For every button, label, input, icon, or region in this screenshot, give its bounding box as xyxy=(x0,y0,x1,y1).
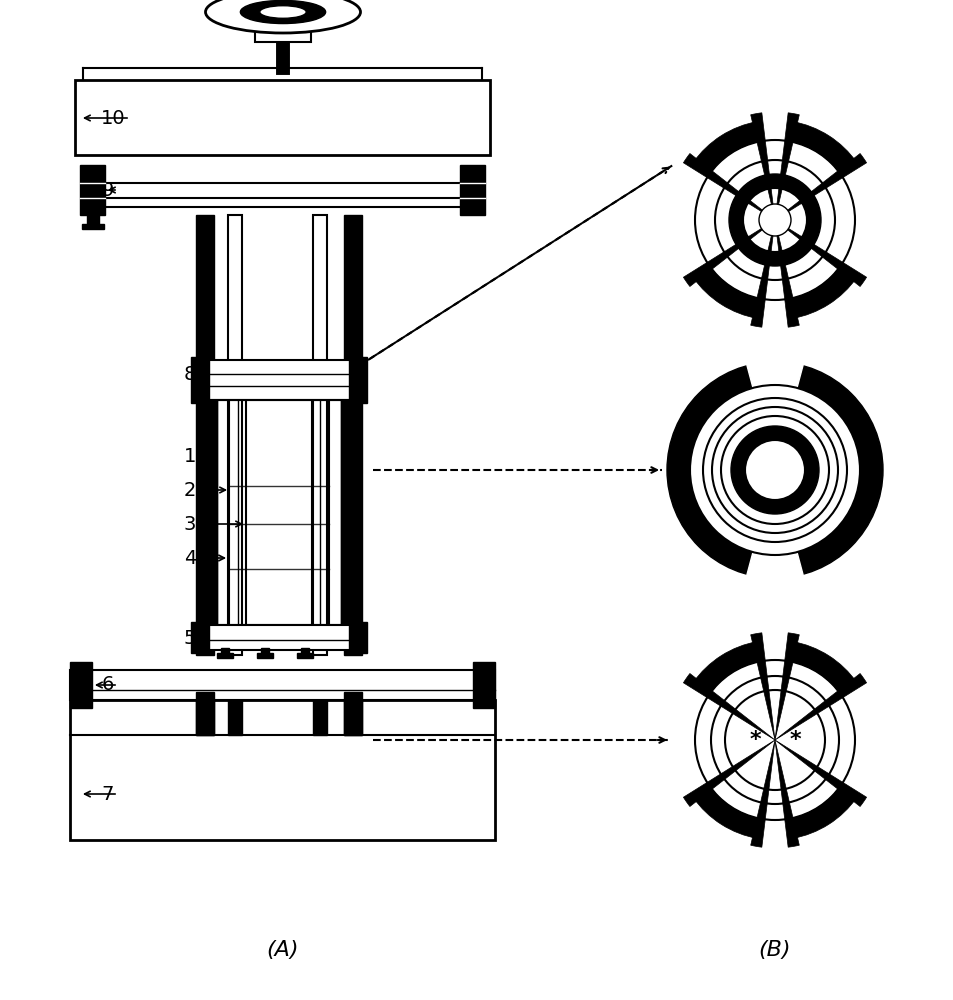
Text: 3: 3 xyxy=(183,514,195,534)
Bar xyxy=(473,662,495,708)
Wedge shape xyxy=(774,674,865,740)
Bar xyxy=(216,653,233,658)
Bar xyxy=(75,80,490,155)
Bar xyxy=(195,692,213,735)
Bar xyxy=(344,692,361,735)
Text: 8: 8 xyxy=(183,365,195,384)
Wedge shape xyxy=(693,122,760,174)
Wedge shape xyxy=(788,786,856,838)
Wedge shape xyxy=(750,113,774,220)
Wedge shape xyxy=(774,154,865,220)
Bar xyxy=(195,215,213,655)
Wedge shape xyxy=(745,357,803,393)
Bar xyxy=(80,165,105,215)
Bar xyxy=(221,648,229,653)
Wedge shape xyxy=(682,674,774,740)
Bar xyxy=(70,700,495,840)
Bar xyxy=(228,215,242,655)
Wedge shape xyxy=(774,740,865,806)
Wedge shape xyxy=(788,642,856,694)
Wedge shape xyxy=(745,547,803,583)
Bar xyxy=(191,622,209,653)
Circle shape xyxy=(695,660,854,820)
Wedge shape xyxy=(693,786,760,838)
Wedge shape xyxy=(750,220,774,327)
Text: 6: 6 xyxy=(102,676,113,694)
Circle shape xyxy=(714,160,834,280)
Wedge shape xyxy=(682,740,774,806)
Wedge shape xyxy=(682,154,774,220)
Circle shape xyxy=(744,440,804,500)
Bar xyxy=(254,26,311,42)
Bar xyxy=(296,653,313,658)
Bar xyxy=(344,700,361,735)
Text: 10: 10 xyxy=(101,108,126,127)
Text: 5: 5 xyxy=(183,629,195,648)
Ellipse shape xyxy=(240,0,325,24)
Bar xyxy=(256,653,273,658)
Wedge shape xyxy=(693,642,760,694)
Wedge shape xyxy=(788,266,856,318)
Bar xyxy=(344,215,361,655)
Bar xyxy=(301,648,309,653)
Circle shape xyxy=(666,362,882,578)
Text: *: * xyxy=(748,730,760,750)
Text: 1: 1 xyxy=(183,448,195,466)
Text: *: * xyxy=(788,730,800,750)
Wedge shape xyxy=(750,633,774,740)
Bar xyxy=(459,165,484,215)
Circle shape xyxy=(689,385,859,555)
Text: 2: 2 xyxy=(183,481,195,499)
Wedge shape xyxy=(774,220,865,286)
Bar xyxy=(87,215,99,225)
Bar xyxy=(313,700,327,735)
Bar xyxy=(191,357,209,403)
Text: 4: 4 xyxy=(183,548,195,568)
Bar xyxy=(200,625,357,650)
Circle shape xyxy=(695,140,854,300)
Wedge shape xyxy=(774,220,799,327)
Wedge shape xyxy=(682,220,774,286)
Wedge shape xyxy=(788,122,856,174)
Wedge shape xyxy=(774,740,799,847)
Wedge shape xyxy=(774,633,799,740)
Bar xyxy=(349,622,367,653)
Text: (A): (A) xyxy=(267,940,299,960)
Bar xyxy=(70,670,495,700)
Circle shape xyxy=(728,174,821,266)
Text: 7: 7 xyxy=(102,784,113,804)
Circle shape xyxy=(724,690,824,790)
Circle shape xyxy=(742,188,806,252)
Text: (B): (B) xyxy=(758,940,790,960)
Bar xyxy=(313,215,327,655)
Circle shape xyxy=(760,455,789,485)
Text: 9: 9 xyxy=(102,180,113,200)
Bar xyxy=(261,648,269,653)
Circle shape xyxy=(730,426,818,514)
Bar xyxy=(82,224,104,229)
Wedge shape xyxy=(693,266,760,318)
Bar xyxy=(349,357,367,403)
Wedge shape xyxy=(750,740,774,847)
Circle shape xyxy=(759,204,790,236)
Ellipse shape xyxy=(205,0,360,33)
Bar xyxy=(228,700,242,735)
Ellipse shape xyxy=(259,6,306,18)
Circle shape xyxy=(710,676,838,804)
Bar xyxy=(200,360,357,400)
Bar xyxy=(195,700,213,735)
Bar xyxy=(70,662,91,708)
Wedge shape xyxy=(774,113,799,220)
